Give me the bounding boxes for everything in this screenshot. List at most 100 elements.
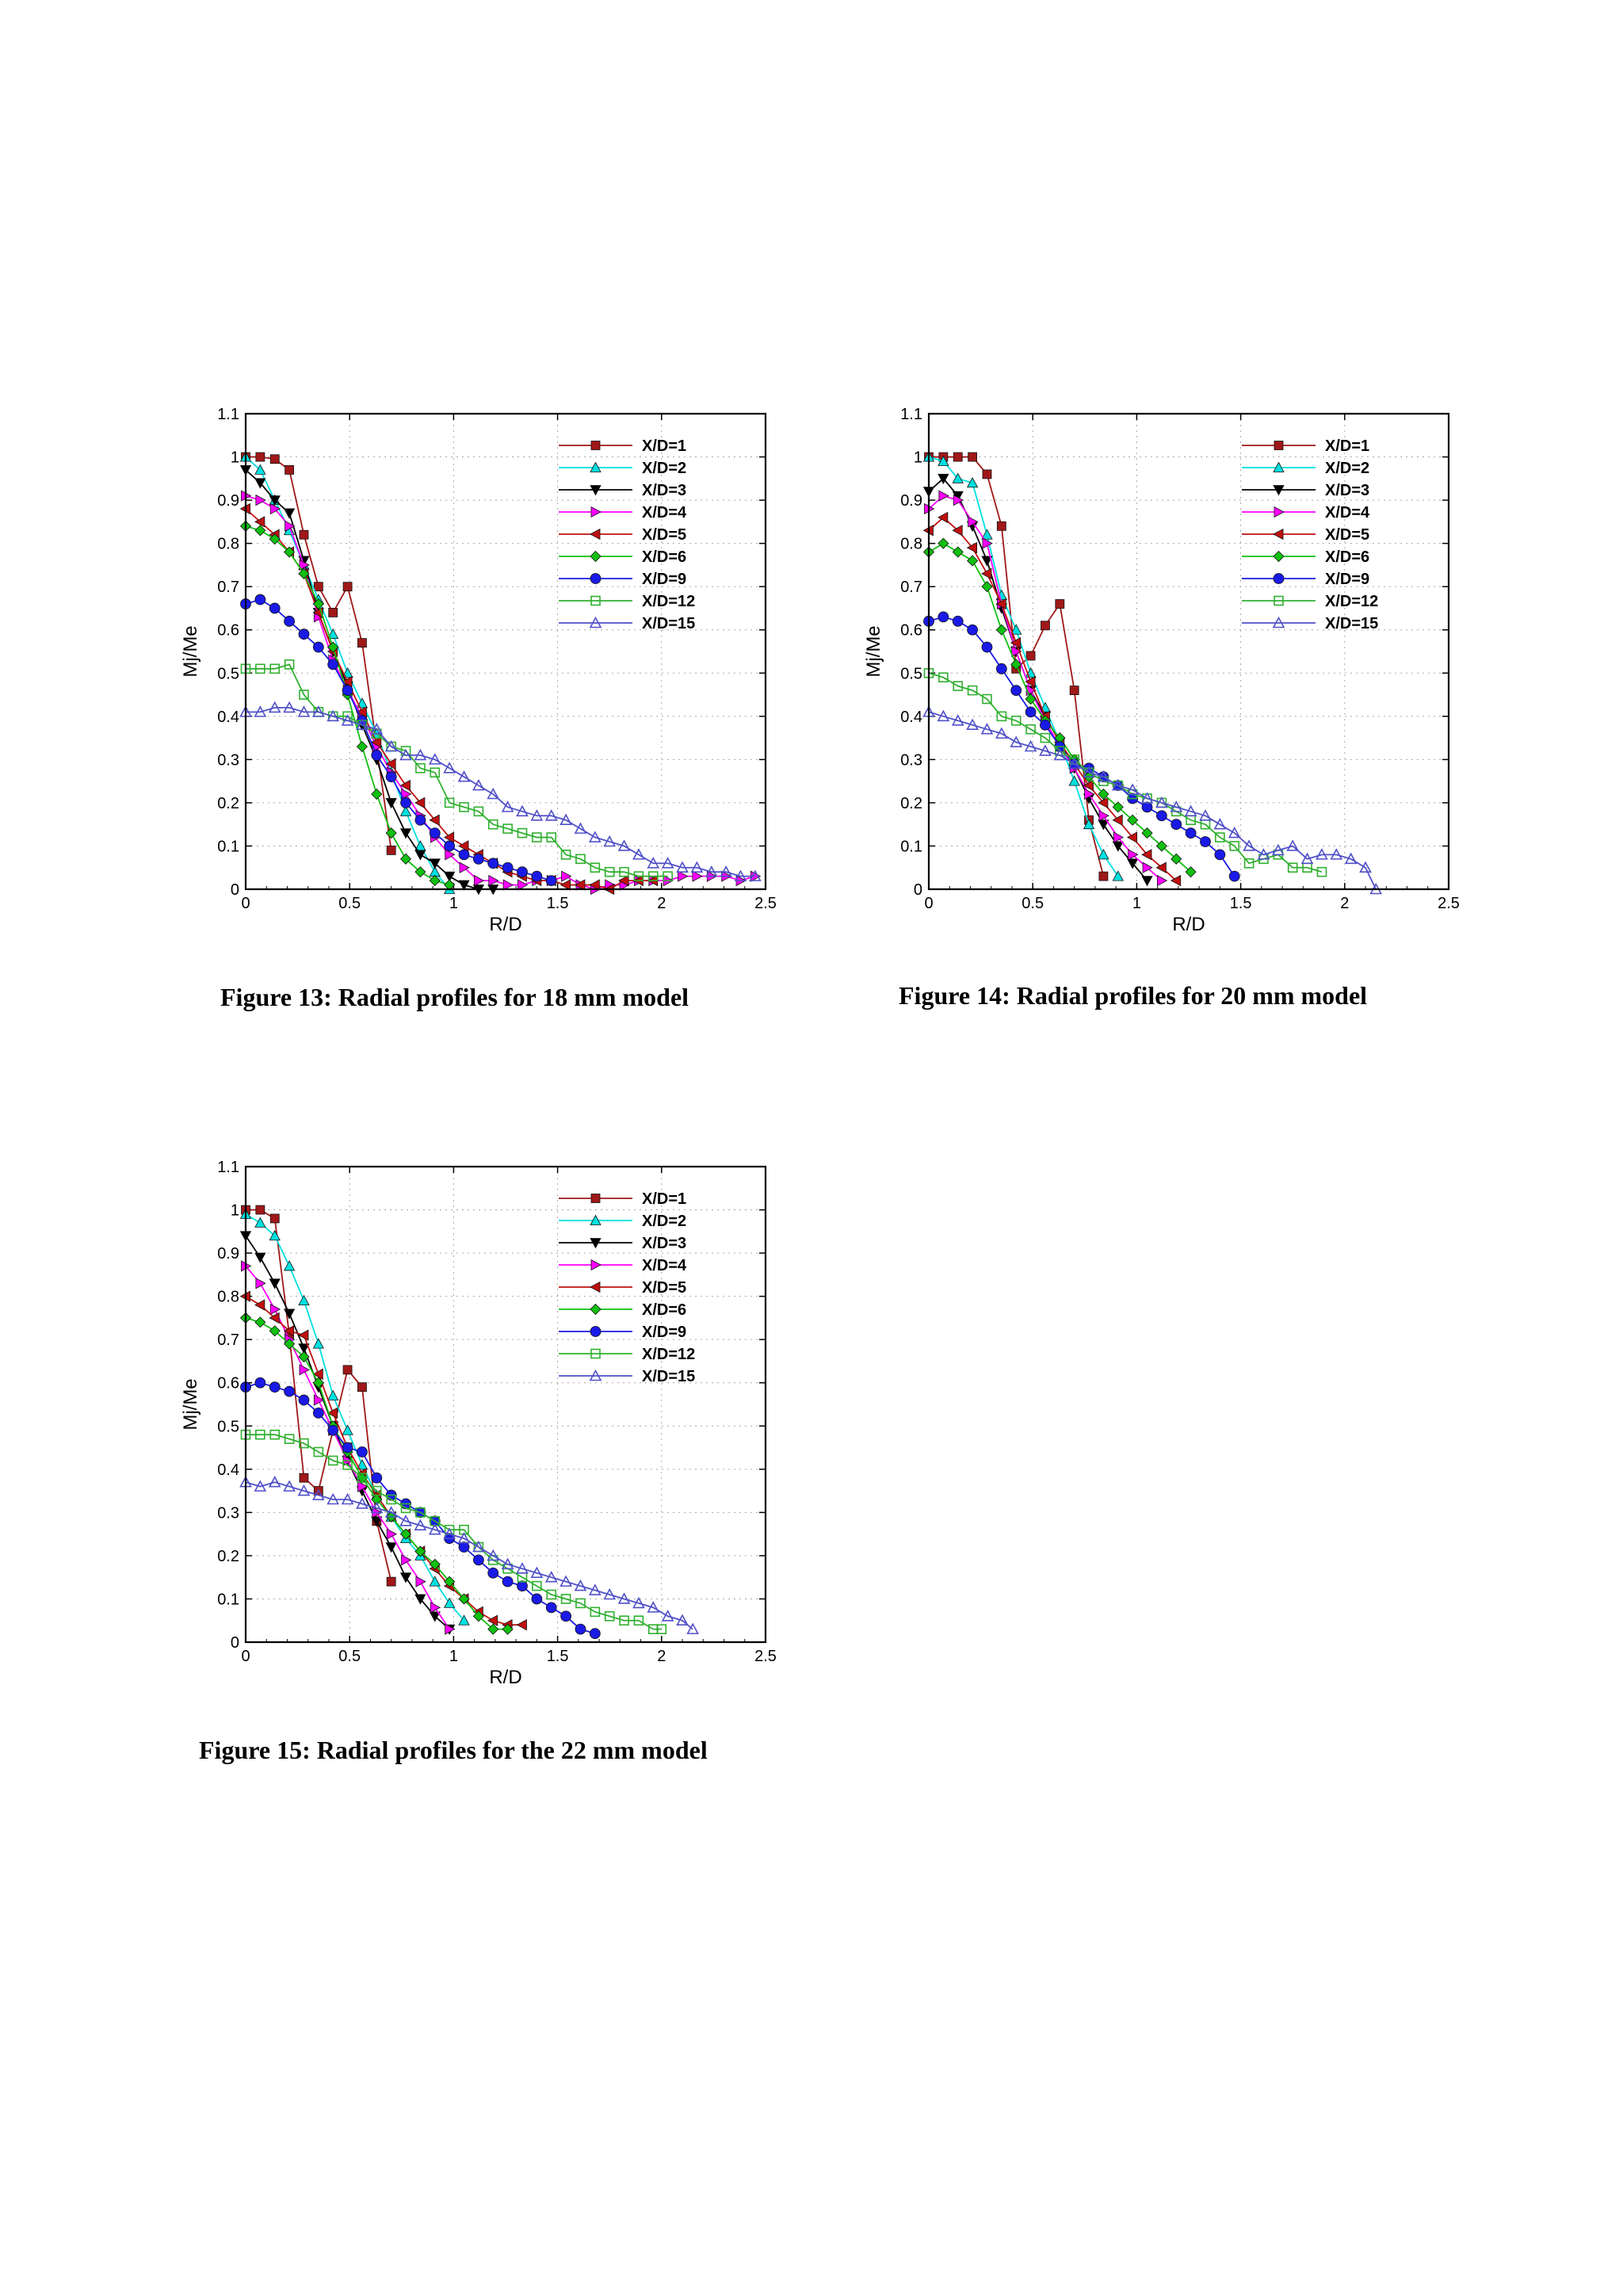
data-point xyxy=(1083,766,1095,778)
y-tick-label: 0 xyxy=(231,1634,239,1652)
data-point xyxy=(299,1438,309,1449)
data-point xyxy=(559,1575,572,1587)
data-point xyxy=(385,827,397,839)
data-point xyxy=(371,750,383,761)
data-point xyxy=(1112,870,1124,881)
data-point xyxy=(370,1501,384,1514)
data-point xyxy=(1156,874,1168,887)
y-tick-label: 1.1 xyxy=(900,406,922,423)
legend-marker xyxy=(589,1369,602,1381)
data-point xyxy=(575,879,586,891)
series-line xyxy=(246,1209,392,1582)
data-point xyxy=(1330,848,1343,860)
data-point xyxy=(428,1523,441,1535)
legend-item: X/D=1 xyxy=(559,1190,686,1208)
grid xyxy=(929,414,1449,889)
y-tick-label: 0.4 xyxy=(217,709,239,726)
data-point xyxy=(981,581,993,593)
x-tick-label: 2 xyxy=(1340,895,1349,912)
series-X/D=5 xyxy=(922,511,1182,887)
data-point xyxy=(457,1531,471,1544)
legend-label: X/D=6 xyxy=(1325,548,1369,566)
legend-marker xyxy=(590,485,601,496)
data-point xyxy=(487,1549,500,1561)
data-point xyxy=(502,879,514,891)
data-point xyxy=(749,869,762,881)
legend-label: X/D=5 xyxy=(642,1279,686,1297)
figure-15-plot: 0 0.5 1 1.5 2 2.5 0 0.1 0.2 0.3 0.4 0.5 0.6 0.7 0.8 0.9… xyxy=(180,1159,777,1688)
y-tick-label: 0.5 xyxy=(217,1418,239,1435)
data-point xyxy=(1098,819,1109,831)
data-point xyxy=(472,1554,484,1566)
legend-item: X/D=12 xyxy=(559,593,695,610)
data-point xyxy=(1039,744,1052,756)
data-point xyxy=(443,831,455,843)
data-point xyxy=(371,788,383,800)
data-point xyxy=(1069,686,1079,695)
data-point xyxy=(1142,861,1153,873)
data-point xyxy=(283,1325,295,1337)
data-point xyxy=(1025,706,1037,718)
data-point xyxy=(995,624,1007,636)
legend-marker xyxy=(1273,550,1285,563)
legend-label: X/D=15 xyxy=(642,615,695,632)
data-point xyxy=(283,1308,296,1320)
series-X/D=15 xyxy=(239,701,762,881)
data-point xyxy=(1010,659,1022,670)
series-line xyxy=(928,542,1192,873)
legend-marker xyxy=(590,1348,601,1359)
data-point xyxy=(255,1205,265,1215)
data-point xyxy=(632,1596,645,1609)
data-point xyxy=(705,865,718,877)
data-point xyxy=(269,502,281,515)
x-tick-label: 1 xyxy=(1132,895,1141,912)
legend-marker xyxy=(590,461,601,472)
data-point xyxy=(1300,852,1314,865)
data-point xyxy=(1213,818,1227,830)
data-point xyxy=(648,871,659,881)
series-line xyxy=(928,672,1323,873)
legend-item: X/D=4 xyxy=(1242,504,1370,521)
data-point xyxy=(1067,757,1081,770)
x-tick-label: 1 xyxy=(449,895,458,912)
data-point xyxy=(357,1446,368,1457)
legend-label: X/D=9 xyxy=(642,1324,686,1341)
data-point xyxy=(386,1494,396,1505)
data-point xyxy=(384,1506,398,1518)
plot-frame xyxy=(244,412,767,891)
data-point xyxy=(1112,801,1124,813)
data-point xyxy=(298,567,310,579)
data-point xyxy=(254,1377,266,1389)
series-line xyxy=(245,598,552,881)
data-point xyxy=(966,718,979,731)
data-point xyxy=(283,1260,296,1271)
y-tick-label: 0.1 xyxy=(217,1591,239,1608)
data-point xyxy=(588,1584,601,1595)
data-point xyxy=(472,853,484,865)
y-tick-label: 0.2 xyxy=(217,1548,239,1565)
data-point xyxy=(458,1593,470,1605)
data-point xyxy=(617,839,631,851)
data-point xyxy=(1170,800,1183,812)
series-line xyxy=(246,1434,662,1630)
series-X/D=15 xyxy=(922,705,1383,895)
y-axis-label: Mj/Me xyxy=(863,625,884,677)
data-point xyxy=(502,823,513,834)
data-point xyxy=(1126,858,1139,869)
legend-marker xyxy=(590,595,601,606)
legend-marker xyxy=(1273,485,1285,496)
series-group xyxy=(922,451,1383,895)
series-X/D=12 xyxy=(240,659,673,881)
data-point xyxy=(1112,814,1123,826)
data-point xyxy=(560,850,571,860)
data-point xyxy=(1010,715,1022,726)
data-point xyxy=(429,814,440,826)
legend-item: X/D=9 xyxy=(559,571,686,588)
data-point xyxy=(953,681,964,691)
legend-label: X/D=1 xyxy=(642,1190,686,1208)
legend-marker xyxy=(590,528,601,541)
y-tick-label: 0 xyxy=(231,881,239,899)
x-tick-label: 0.5 xyxy=(1022,895,1044,912)
data-point xyxy=(327,1407,338,1419)
x-tick-label: 0 xyxy=(241,1648,250,1665)
